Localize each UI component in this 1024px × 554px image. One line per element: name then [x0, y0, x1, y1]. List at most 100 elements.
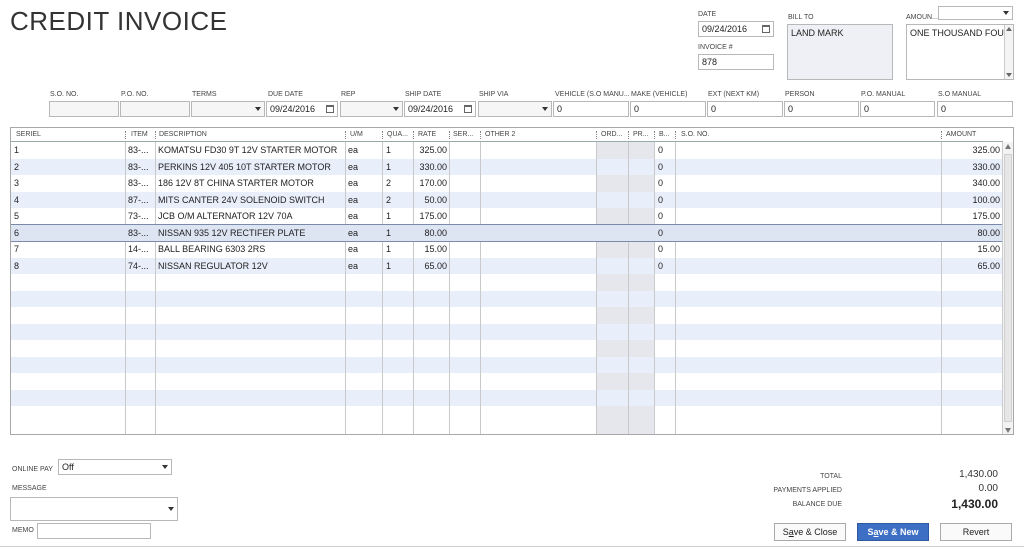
date-field[interactable]: 09/24/2016 [698, 21, 774, 37]
so-manual-field[interactable]: 0 [937, 101, 1013, 117]
col-quantity[interactable]: QUA... [387, 131, 409, 138]
cell-serial[interactable]: 1 [14, 145, 20, 155]
cell-um[interactable]: ea [348, 161, 359, 172]
po-no-field[interactable] [120, 101, 190, 117]
amount-template-dropdown[interactable] [938, 6, 1013, 20]
cell-rate[interactable]: 50.00 [424, 194, 447, 205]
make-field[interactable]: 0 [630, 101, 706, 117]
so-no-field[interactable] [49, 101, 119, 117]
cell-item[interactable]: 14-... [128, 244, 149, 254]
cell-item[interactable]: 83-... [128, 227, 149, 238]
col-rate[interactable]: RATE [418, 131, 437, 138]
table-row[interactable]: 3 83-... 186 12V 8T CHINA STARTER MOTOR ea 2… [11, 175, 1003, 192]
cell-item[interactable]: 74-... [128, 260, 149, 271]
ship-date-field[interactable]: 09/24/2016 [404, 101, 476, 117]
cell-qty[interactable]: 1 [386, 227, 392, 238]
cell-serial[interactable]: 4 [14, 194, 20, 205]
cell-qty[interactable]: 1 [386, 260, 392, 271]
cell-description[interactable]: NISSAN 935 12V RECTIFER PLATE [158, 227, 306, 238]
cell-qty[interactable]: 2 [386, 194, 392, 205]
cell-rate[interactable]: 80.00 [424, 227, 447, 238]
cell-um[interactable]: ea [348, 244, 359, 254]
col-so-no[interactable]: S.O. NO. [681, 131, 710, 138]
cell-amount[interactable]: 175.00 [972, 211, 1000, 221]
cell-amount[interactable]: 100.00 [972, 194, 1000, 205]
memo-field[interactable] [37, 523, 151, 539]
col-separator[interactable] [654, 131, 655, 139]
cell-serial[interactable]: 5 [14, 211, 20, 221]
col-separator[interactable] [125, 131, 126, 139]
col-description[interactable]: DESCRIPTION [159, 131, 207, 138]
vehicle-field[interactable]: 0 [553, 101, 629, 117]
col-separator[interactable] [596, 131, 597, 139]
calendar-icon[interactable] [464, 105, 472, 113]
table-row[interactable]: 7 14-... BALL BEARING 6303 2RS ea 1 15.00 0 15.… [11, 241, 1003, 258]
cell-b[interactable]: 0 [658, 211, 664, 221]
cell-description[interactable]: 186 12V 8T CHINA STARTER MOTOR [158, 178, 314, 188]
col-separator[interactable] [155, 131, 156, 139]
save-new-button[interactable]: Save & New [857, 523, 929, 541]
cell-item[interactable]: 83-... [128, 145, 149, 155]
cell-b[interactable]: 0 [658, 194, 664, 205]
col-separator[interactable] [941, 131, 942, 139]
table-row[interactable]: 6 83-... NISSAN 935 12V RECTIFER PLATE ea 1 8… [11, 223, 1004, 242]
invoice-number-field[interactable]: 878 [698, 54, 774, 70]
col-other2[interactable]: OTHER 2 [485, 131, 516, 138]
scroll-up-icon[interactable] [1005, 144, 1011, 149]
revert-button[interactable]: Revert [940, 523, 1012, 541]
cell-amount[interactable]: 65.00 [977, 260, 1000, 271]
col-separator[interactable] [382, 131, 383, 139]
col-um[interactable]: U/M [350, 131, 363, 138]
cell-b[interactable]: 0 [658, 260, 664, 271]
cell-rate[interactable]: 175.00 [419, 211, 447, 221]
table-row[interactable]: 4 87-... MITS CANTER 24V SOLENOID SWITCH ea… [11, 192, 1003, 209]
person-field[interactable]: 0 [784, 101, 859, 117]
cell-rate[interactable]: 325.00 [419, 145, 447, 155]
cell-description[interactable]: MITS CANTER 24V SOLENOID SWITCH [158, 194, 325, 205]
cell-item[interactable]: 73-... [128, 211, 149, 221]
cell-description[interactable]: KOMATSU FD30 9T 12V STARTER MOTOR [158, 145, 338, 155]
cell-description[interactable]: JCB O/M ALTERNATOR 12V 70A [158, 211, 293, 221]
cell-um[interactable]: ea [348, 194, 359, 205]
table-row[interactable]: 1 83-... KOMATSU FD30 9T 12V STARTER MOTOR… [11, 142, 1003, 159]
cell-serial[interactable]: 7 [14, 244, 20, 254]
online-pay-dropdown[interactable]: Off [58, 459, 172, 475]
scrollbar-thumb[interactable] [1004, 154, 1012, 422]
cell-item[interactable]: 83-... [128, 161, 149, 172]
cell-description[interactable]: NISSAN REGULATOR 12V [158, 260, 268, 271]
table-row[interactable]: 2 83-... PERKINS 12V 405 10T STARTER MOTOR… [11, 159, 1003, 176]
cell-b[interactable]: 0 [658, 244, 664, 254]
cell-item[interactable]: 83-... [128, 178, 149, 188]
cell-um[interactable]: ea [348, 178, 359, 188]
col-prev-invoiced[interactable]: PR... [633, 131, 649, 138]
table-row[interactable]: 5 73-... JCB O/M ALTERNATOR 12V 70A ea 1 175.… [11, 208, 1003, 225]
cell-qty[interactable]: 1 [386, 244, 392, 254]
cell-qty[interactable]: 1 [386, 211, 392, 221]
bill-to-field[interactable]: LAND MARK [787, 24, 893, 80]
cell-um[interactable]: ea [348, 260, 359, 271]
cell-serial[interactable]: 2 [14, 161, 20, 172]
cell-b[interactable]: 0 [658, 178, 664, 188]
cell-rate[interactable]: 15.00 [424, 244, 447, 254]
cell-amount[interactable]: 15.00 [977, 244, 1000, 254]
scroll-down-icon[interactable] [1006, 73, 1012, 77]
cell-um[interactable]: ea [348, 145, 359, 155]
table-scrollbar[interactable] [1002, 142, 1013, 434]
cell-um[interactable]: ea [348, 211, 359, 221]
col-separator[interactable] [449, 131, 450, 139]
col-separator[interactable] [675, 131, 676, 139]
col-seriel[interactable]: SERIEL [16, 131, 41, 138]
cell-rate[interactable]: 170.00 [419, 178, 447, 188]
col-serial-number[interactable]: SER... [453, 131, 474, 138]
cell-amount[interactable]: 330.00 [972, 161, 1000, 172]
cell-serial[interactable]: 6 [14, 227, 20, 238]
cell-qty[interactable]: 1 [386, 161, 392, 172]
po-manual-field[interactable]: 0 [860, 101, 935, 117]
calendar-icon[interactable] [762, 25, 770, 33]
cell-rate[interactable]: 65.00 [424, 260, 447, 271]
cell-b[interactable]: 0 [658, 227, 664, 238]
col-item[interactable]: ITEM [131, 131, 148, 138]
col-amount[interactable]: AMOUNT [946, 131, 977, 138]
col-separator[interactable] [413, 131, 414, 139]
cell-description[interactable]: BALL BEARING 6303 2RS [158, 244, 266, 254]
